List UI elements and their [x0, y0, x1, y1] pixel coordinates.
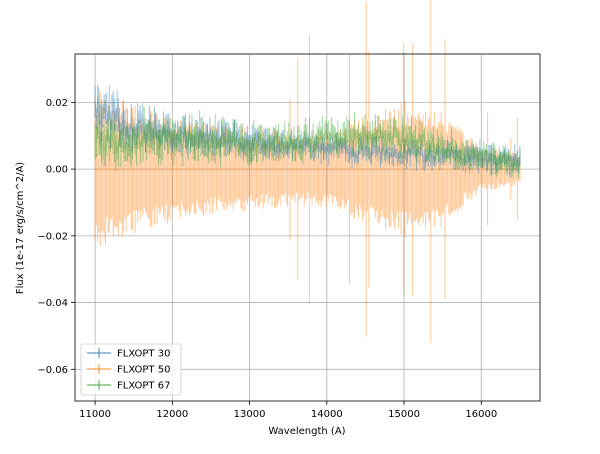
x-tick-label: 13000	[234, 409, 266, 420]
x-tick-label: 11000	[79, 409, 111, 420]
x-tick-label: 16000	[465, 409, 497, 420]
series-0	[94, 84, 521, 178]
legend: FLXOPT 30 FLXOPT 50 FLXOPT 67	[80, 343, 182, 396]
legend-box	[80, 343, 182, 396]
y-tick-label: −0.06	[37, 365, 68, 376]
y-tick-label: 0.02	[46, 98, 68, 109]
x-tick-label: 12000	[156, 409, 188, 420]
series-2	[94, 106, 521, 178]
x-axis-label: Wavelength (A)	[268, 426, 345, 437]
series-layer	[94, 0, 521, 343]
series-line	[94, 98, 521, 168]
legend-label: FLXOPT 50	[117, 365, 170, 376]
series-1	[94, 0, 521, 343]
x-tick-label: 14000	[311, 409, 343, 420]
legend-label: FLXOPT 67	[117, 381, 170, 392]
y-axis-label: Flux (1e-17 erg/s/cm^2/A)	[15, 162, 26, 294]
x-axis-ticks: 11000 12000 13000 14000 15000 16000	[79, 401, 497, 420]
legend-label: FLXOPT 30	[117, 349, 170, 360]
y-tick-label: −0.02	[37, 231, 68, 242]
x-tick-label: 15000	[388, 409, 420, 420]
axes-frame	[74, 53, 541, 402]
y-tick-label: −0.04	[37, 298, 68, 309]
y-tick-label: 0.00	[46, 165, 68, 176]
series-line	[94, 123, 521, 171]
y-axis-ticks: 0.02 0.00 −0.02 −0.04 −0.06	[37, 98, 75, 376]
grid-lines	[75, 54, 540, 401]
